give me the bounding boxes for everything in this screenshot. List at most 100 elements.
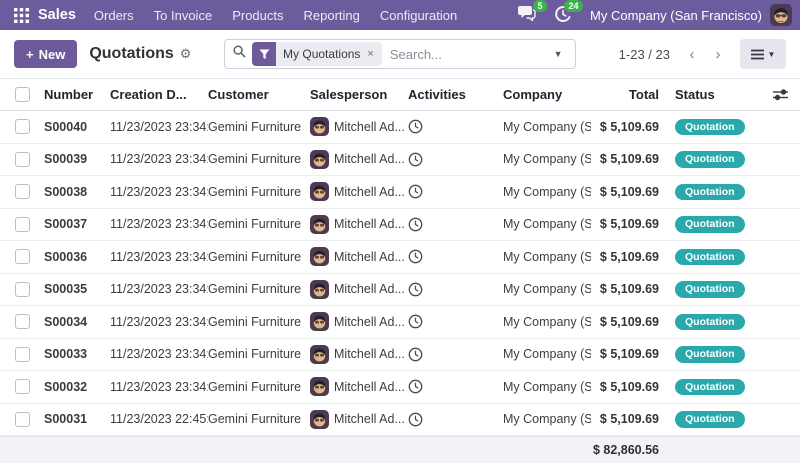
activity-schedule-icon[interactable] [408,184,503,199]
cell-number: S00034 [44,314,88,329]
cell-total: $ 5,109.69 [599,184,659,199]
table-row[interactable]: S00037 11/23/2023 23:34:0 Gemini Furnitu… [0,208,800,241]
status-badge: Quotation [675,151,745,168]
header-number[interactable]: Number [44,87,94,102]
cell-company: My Company (S... [503,379,591,394]
row-checkbox[interactable] [14,151,30,167]
table-row[interactable]: S00040 11/23/2023 23:34:1 Gemini Furnitu… [0,111,800,144]
optional-columns-icon[interactable] [761,88,800,101]
activity-schedule-icon[interactable] [408,379,503,394]
nav-item-to-invoice[interactable]: To Invoice [153,7,213,23]
cell-total: $ 5,109.69 [599,217,659,232]
apps-grid-icon[interactable] [12,6,30,24]
salesperson-avatar [310,149,329,169]
table-row[interactable]: S00038 11/23/2023 23:34:1 Gemini Furnitu… [0,176,800,209]
header-total[interactable]: Total [628,87,659,102]
activity-schedule-icon[interactable] [408,217,503,232]
cell-customer: Gemini Furniture [208,347,302,362]
activity-schedule-icon[interactable] [408,282,503,297]
cell-salesperson: Mitchell Ad... [310,377,408,397]
nav-item-configuration[interactable]: Configuration [379,7,458,23]
cell-salesperson: Mitchell Ad... [310,214,408,234]
cell-company: My Company (S... [503,282,591,297]
table-body: S00040 11/23/2023 23:34:1 Gemini Furnitu… [0,111,800,436]
activities-button[interactable]: 24 [554,0,584,25]
salesperson-avatar [310,279,329,299]
search-dropdown-caret[interactable]: ▼ [553,49,563,59]
user-menu[interactable]: My Company (San Francisco) [590,4,792,26]
cell-company: My Company (S... [503,347,591,362]
row-checkbox[interactable] [14,119,30,135]
activity-schedule-icon[interactable] [408,314,503,329]
nav-item-reporting[interactable]: Reporting [303,7,360,23]
messages-button[interactable]: 5 [518,0,548,25]
salesperson-avatar [310,312,329,332]
gear-icon[interactable]: ⚙ [179,46,192,61]
pager: 1-23 / 23 ‹ › ▼ [619,39,786,69]
activity-schedule-icon[interactable] [408,119,503,134]
cell-creation-date: 11/23/2023 23:34:0 [110,282,208,297]
cell-creation-date: 11/23/2023 23:34:1 [110,152,208,167]
table-row[interactable]: S00034 11/23/2023 23:34:0 Gemini Furnitu… [0,306,800,339]
activity-schedule-icon[interactable] [408,412,503,427]
search-bar[interactable]: My Quotations × Search... ▼ [224,39,577,69]
nav-item-orders[interactable]: Orders [93,7,134,23]
header-creation-date[interactable]: Creation D... [110,87,187,102]
cell-number: S00031 [44,412,88,427]
cell-creation-date: 11/23/2023 23:34:0 [110,314,208,329]
list-view-icon [750,49,764,59]
activity-schedule-icon[interactable] [408,152,503,167]
table-row[interactable]: S00031 11/23/2023 22:45:4 Gemini Furnitu… [0,403,800,436]
cell-total: $ 5,109.69 [599,314,659,329]
table-row[interactable]: S00039 11/23/2023 23:34:1 Gemini Furnitu… [0,143,800,176]
table-row[interactable]: S00032 11/23/2023 23:34:0 Gemini Furnitu… [0,371,800,404]
header-salesperson[interactable]: Salesperson [310,87,388,102]
row-checkbox[interactable] [14,184,30,200]
cell-creation-date: 11/23/2023 23:34:0 [110,249,208,264]
cell-status: Quotation [665,248,761,265]
activity-schedule-icon[interactable] [408,347,503,362]
salesperson-avatar [310,409,329,429]
cell-company: My Company (S... [503,184,591,199]
cell-creation-date: 11/23/2023 22:45:4 [110,412,208,427]
cell-salesperson: Mitchell Ad... [310,279,408,299]
filter-facet[interactable]: My Quotations × [252,42,382,66]
row-checkbox[interactable] [14,281,30,297]
app-name[interactable]: Sales [38,7,76,23]
cell-salesperson: Mitchell Ad... [310,312,408,332]
page-title: Quotations [89,45,174,62]
row-checkbox[interactable] [14,216,30,232]
pager-next-button[interactable]: › [706,41,730,67]
cell-total: $ 5,109.69 [599,412,659,427]
table-row[interactable]: S00035 11/23/2023 23:34:0 Gemini Furnitu… [0,273,800,306]
cell-number: S00032 [44,379,88,394]
cell-creation-date: 11/23/2023 23:34:1 [110,119,208,134]
cell-number: S00035 [44,282,88,297]
new-button[interactable]: + New [14,40,78,68]
user-avatar [770,4,792,26]
cell-number: S00040 [44,119,88,134]
cell-status: Quotation [665,346,761,363]
status-badge: Quotation [675,118,745,135]
header-customer[interactable]: Customer [208,87,269,102]
header-status[interactable]: Status [675,87,715,102]
row-checkbox[interactable] [14,346,30,362]
nav-item-products[interactable]: Products [232,7,284,23]
header-company[interactable]: Company [503,87,563,102]
row-checkbox[interactable] [14,411,30,427]
table-row[interactable]: S00036 11/23/2023 23:34:0 Gemini Furnitu… [0,241,800,274]
row-checkbox[interactable] [14,249,30,265]
cell-status: Quotation [665,313,761,330]
select-all-checkbox[interactable] [14,87,30,102]
pager-prev-button[interactable]: ‹ [680,41,704,67]
activity-schedule-icon[interactable] [408,249,503,264]
row-checkbox[interactable] [14,314,30,330]
filter-remove-icon[interactable]: × [367,48,374,60]
view-switcher-button[interactable]: ▼ [740,39,786,69]
cell-creation-date: 11/23/2023 23:34:0 [110,347,208,362]
status-badge: Quotation [675,378,745,395]
row-checkbox[interactable] [14,379,30,395]
search-input[interactable]: Search... [389,46,442,62]
table-row[interactable]: S00033 11/23/2023 23:34:0 Gemini Furnitu… [0,338,800,371]
header-activities[interactable]: Activities [408,87,466,102]
